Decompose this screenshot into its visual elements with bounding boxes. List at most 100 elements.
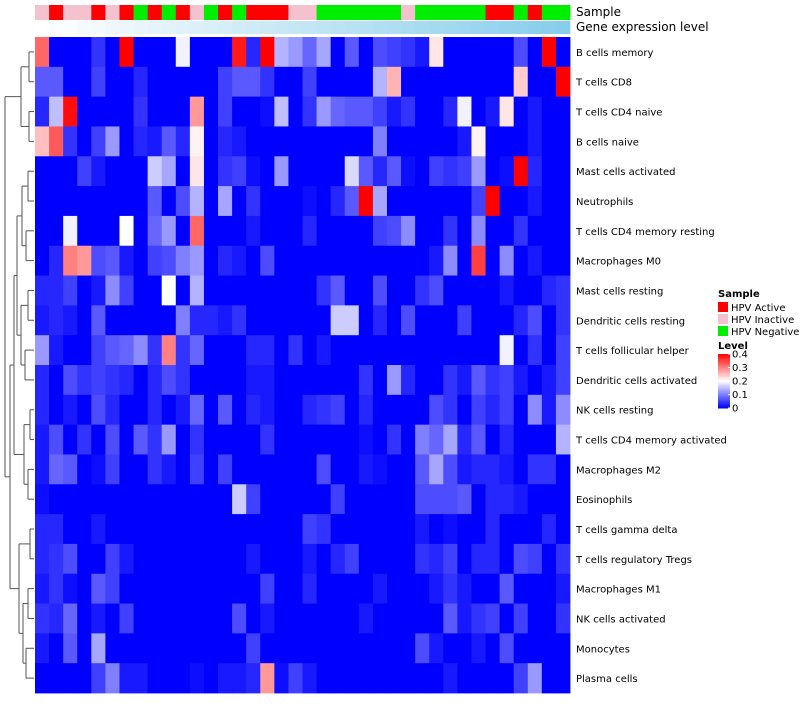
heatmap-cell — [161, 186, 177, 217]
heatmap-cell — [91, 514, 106, 545]
heatmap-cell — [429, 543, 444, 575]
row-label: NK cells activated — [576, 614, 666, 625]
heatmap-cell — [105, 573, 120, 604]
heatmap-cell — [35, 156, 50, 187]
heatmap-cell — [316, 186, 332, 217]
heatmap-cell — [541, 424, 557, 455]
heatmap-cell — [302, 37, 317, 68]
heatmap-cell — [49, 454, 64, 485]
heatmap-cell — [358, 514, 374, 545]
heatmap-cell — [443, 543, 458, 575]
heatmap-cell — [499, 633, 515, 664]
legend-level-gradient-step — [718, 358, 730, 360]
heatmap-cell — [541, 215, 557, 247]
legend-level-gradient-step — [718, 391, 730, 394]
heatmap-cell — [147, 335, 163, 366]
heatmap-cell — [147, 484, 163, 515]
heatmap-cell — [457, 633, 472, 664]
heatmap-cell — [316, 424, 332, 455]
heatmap-cell — [288, 126, 303, 157]
legend-level-gradient-step — [718, 397, 730, 400]
heatmap-cell — [119, 305, 134, 336]
heatmap-cell — [330, 454, 346, 485]
heatmap-cell — [175, 305, 191, 336]
heatmap-cell — [189, 663, 205, 694]
heatmap-cell — [274, 156, 289, 187]
heatmap-cell — [401, 663, 416, 694]
heatmap-cell — [513, 365, 529, 396]
heatmap-cell — [232, 603, 247, 634]
heatmap-cell — [443, 454, 458, 485]
heatmap-cell — [302, 454, 317, 485]
heatmap-cell — [499, 96, 515, 127]
heatmap-cell — [119, 394, 134, 426]
column-annotations — [35, 5, 571, 34]
heatmap-cell — [232, 37, 247, 68]
heatmap-cell — [175, 156, 191, 187]
heatmap-cell — [288, 186, 303, 217]
heatmap-cell — [372, 245, 388, 276]
heatmap-cell — [344, 514, 360, 545]
gene-expression-annotation-cell — [401, 21, 416, 34]
heatmap-cell — [189, 424, 205, 455]
heatmap-cell — [218, 603, 233, 634]
gene-expression-annotation-cell — [218, 21, 233, 34]
legend-sample-label: HPV Active — [731, 303, 786, 314]
gene-expression-annotation-cell — [35, 21, 50, 34]
heatmap-cell — [161, 215, 177, 247]
legend-level-gradient-step — [718, 364, 730, 367]
heatmap-cell — [415, 514, 430, 545]
heatmap-cell — [203, 514, 219, 545]
heatmap-cell — [457, 156, 472, 187]
heatmap-cell — [232, 186, 247, 217]
gene-expression-annotation-cell — [471, 21, 486, 34]
heatmap-cell — [358, 245, 374, 276]
sample-annotation-cell — [63, 5, 78, 20]
heatmap-cell — [63, 245, 78, 276]
heatmap-cell — [541, 514, 557, 545]
heatmap-cell — [49, 573, 64, 604]
heatmap-cell — [35, 215, 50, 247]
heatmap-cell — [260, 37, 275, 68]
gene-expression-annotation-cell — [105, 21, 120, 34]
heatmap-cell — [499, 603, 515, 634]
legend-level-gradient-step — [718, 382, 730, 385]
heatmap-cell — [119, 514, 134, 545]
heatmap-cell — [63, 603, 78, 634]
heatmap-cell — [189, 603, 205, 634]
heatmap-cell — [35, 663, 50, 694]
heatmap-cell — [49, 126, 64, 157]
heatmap-cell — [316, 37, 332, 68]
gene-expression-annotation-cell — [485, 21, 501, 34]
heatmap-cell — [260, 514, 275, 545]
heatmap-cell — [485, 365, 501, 396]
heatmap-cell — [49, 365, 64, 396]
heatmap-cell — [541, 275, 557, 306]
heatmap-cell — [499, 126, 515, 157]
heatmap-cell — [260, 573, 275, 604]
heatmap-cell — [485, 37, 501, 68]
heatmap-cell — [218, 633, 233, 664]
heatmap-cell — [63, 514, 78, 545]
heatmap-cell — [63, 394, 78, 426]
heatmap-cell — [260, 96, 275, 127]
heatmap-cell — [274, 603, 289, 634]
heatmap-cell — [119, 424, 134, 455]
heatmap-cell — [175, 543, 191, 575]
heatmap-cell — [274, 66, 289, 98]
heatmap-cell — [344, 305, 360, 336]
heatmap-cell — [119, 156, 134, 187]
heatmap-cell — [35, 275, 50, 306]
heatmap-cell — [443, 245, 458, 276]
gene-expression-annotation-cell — [119, 21, 134, 34]
heatmap-cell — [133, 96, 149, 127]
heatmap-cell — [49, 245, 64, 276]
legend-level-tick-label: 0.1 — [732, 390, 748, 401]
heatmap-cell — [527, 394, 543, 426]
heatmap-cell — [330, 603, 346, 634]
heatmap-cell — [203, 305, 219, 336]
heatmap-cell — [35, 633, 50, 664]
heatmap-cell — [372, 394, 388, 426]
heatmap-cell — [246, 37, 261, 68]
